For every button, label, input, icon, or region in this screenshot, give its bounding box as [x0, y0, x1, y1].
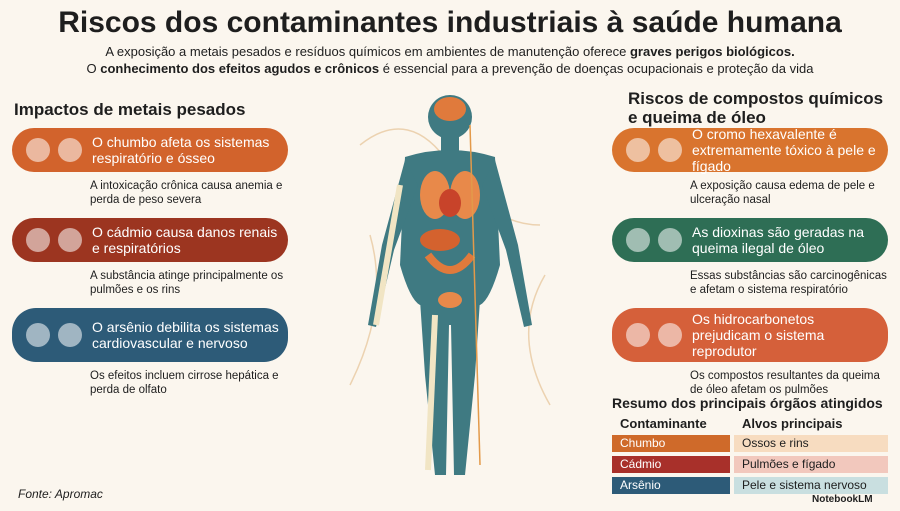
summary-cell: Pele e sistema nervoso [734, 477, 888, 494]
icon [658, 228, 682, 252]
card-text: Essas substâncias são carcinogênicas e a… [690, 270, 887, 296]
brand: NotebookLM [812, 494, 873, 505]
section-heading: Riscos de compostos químicos e queima de… [628, 89, 884, 127]
title: Riscos dos contaminantes industriais à s… [58, 6, 842, 39]
subtitle-bold: graves perigos biológicos. [629, 44, 795, 59]
section-heading: Impactos de metais pesados [14, 100, 246, 119]
card-title: O cádmio causa danos renais e respiratór… [92, 224, 278, 256]
subtitle-line: A exposição a metais pesados e resíduos … [0, 44, 900, 59]
icon [626, 323, 650, 347]
subtitle-text: O [86, 61, 97, 76]
card-title: Os hidrocarbonetos prejudicam o sistema … [692, 311, 825, 359]
card-text: Os compostos resultantes da queima de ól… [690, 370, 880, 396]
card: As dioxinas são geradas na queima ilegal… [612, 218, 888, 262]
icon [58, 138, 82, 162]
card-title: O arsênio debilita os sistemas cardiovas… [92, 319, 279, 351]
icon [658, 138, 682, 162]
card: O cádmio causa danos renais e respiratór… [12, 218, 288, 262]
icon [626, 138, 650, 162]
icon [26, 138, 50, 162]
icon [658, 323, 682, 347]
summary-title: Resumo dos principais órgãos atingidos [612, 395, 883, 411]
summary-cell: Arsênio [612, 477, 730, 494]
summary-column: Alvos principais [742, 416, 843, 431]
card: O arsênio debilita os sistemas cardiovas… [12, 308, 288, 362]
source: Fonte: Apromac [18, 487, 103, 501]
icon [26, 228, 50, 252]
summary-cell: Pulmões e fígado [734, 456, 888, 473]
card-text: A exposição causa edema de pele e ulcera… [690, 180, 875, 206]
card-text: A substância atinge principalmente os pu… [90, 270, 284, 296]
icon [58, 323, 82, 347]
card: Os hidrocarbonetos prejudicam o sistema … [612, 308, 888, 362]
card-title: O cromo hexavalente é extremamente tóxic… [692, 126, 876, 174]
summary-row: Arsênio Pele e sistema nervoso [612, 477, 888, 494]
summary-cell: Chumbo [612, 435, 730, 452]
card-text: A intoxicação crônica causa anemia e per… [90, 180, 283, 206]
summary-cell: Cádmio [612, 456, 730, 473]
icon [26, 323, 50, 347]
subtitle-line: O conhecimento dos efeitos agudos e crôn… [0, 61, 900, 76]
body-illustration [349, 95, 551, 475]
card-title: As dioxinas são geradas na queima ilegal… [692, 224, 864, 256]
subtitle-text: A exposição a metais pesados e resíduos … [105, 44, 627, 59]
card-title: O chumbo afeta os sistemas respiratório … [92, 134, 270, 166]
subtitle-text: é essencial para a prevenção de doenças … [382, 61, 814, 76]
card: O chumbo afeta os sistemas respiratório … [12, 128, 288, 172]
summary-row: Cádmio Pulmões e fígado [612, 456, 888, 473]
card: O cromo hexavalente é extremamente tóxic… [612, 126, 888, 174]
summary-row: Chumbo Ossos e rins [612, 435, 888, 452]
card-text: Os efeitos incluem cirrose hepática e pe… [90, 370, 279, 396]
icon [626, 228, 650, 252]
subtitle-bold: conhecimento dos efeitos agudos e crônic… [100, 61, 380, 76]
icon [58, 228, 82, 252]
summary-column: Contaminante [620, 416, 707, 431]
summary-cell: Ossos e rins [734, 435, 888, 452]
